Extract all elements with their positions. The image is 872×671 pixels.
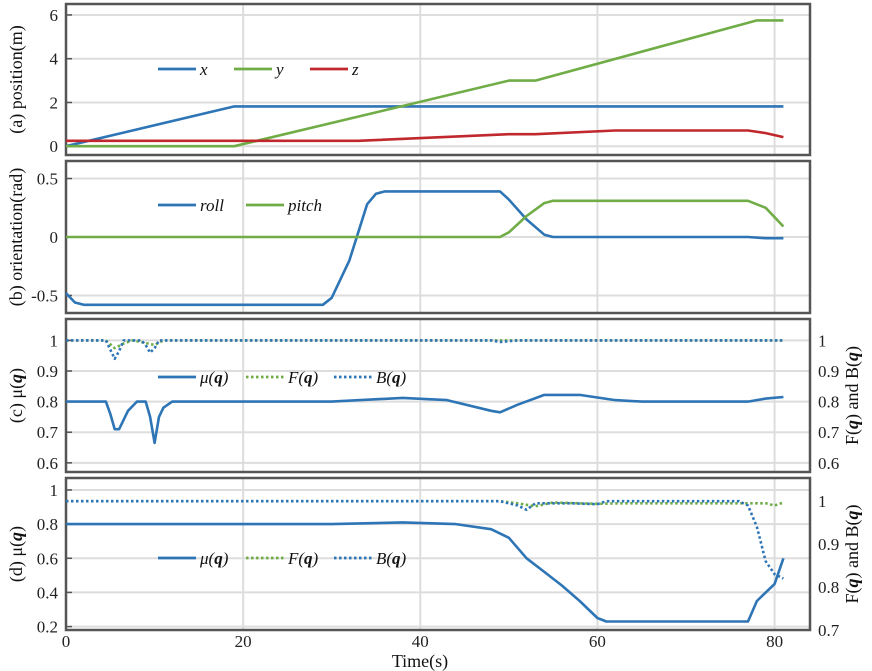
legend-entry: B(q) [376, 549, 407, 568]
legend-entry: x [199, 60, 208, 79]
y-right-tick-label: 0.9 [818, 535, 839, 554]
series-line-pitch [66, 199, 785, 239]
panel-b: -0.5 0 0.5 (b) orientation(rad) roll pitch [6, 159, 812, 315]
legend-entry: pitch [287, 196, 322, 215]
y-right-tick-label: 0.7 [818, 423, 840, 442]
series-line-x [65, 105, 784, 148]
series-line-q [66, 393, 784, 445]
y-tick-label: 0 [50, 228, 59, 247]
y-axis-label: (d) μ(q) [6, 526, 27, 582]
y-right-tick-label: 0.6 [818, 454, 839, 473]
legend-entry: F(q) [287, 368, 319, 387]
legend-entry: μ(q) [199, 368, 229, 387]
x-axis-label: Time(s) [392, 651, 448, 671]
y-tick-label: 1 [50, 331, 59, 350]
y-tick-label: 1 [50, 481, 59, 500]
panel-c: 0.6 0.7 0.8 0.9 1 0.6 0.7 0.8 0.9 1 (c) μ(q) F(q) a… [6, 317, 863, 474]
panel-frame [64, 317, 812, 474]
x-tick-label: 0 [62, 632, 71, 651]
y-tick-label: 0 [50, 137, 59, 156]
y-tick-label: 0.8 [37, 393, 58, 412]
y-right-tick-label: 0.8 [818, 393, 839, 412]
x-tick-label: 40 [412, 632, 429, 651]
y-tick-label: 6 [50, 6, 59, 25]
panel-d: 0.2 0.4 0.6 0.8 1 0.7 0.8 0.9 1 0 20 40 60 80 (d) μ(q)… [6, 476, 863, 651]
legend-entry: y [274, 60, 284, 79]
series-line-bq [66, 499, 784, 580]
legend-entry: z [351, 60, 359, 79]
series-line-fq [66, 339, 784, 350]
panel-frame [64, 2, 812, 157]
y-tick-label: -0.5 [31, 286, 58, 305]
y-axis-label: (c) μ(q) [6, 368, 27, 423]
y-right-tick-label: 1 [818, 492, 827, 511]
series-line-y [66, 19, 784, 148]
y-right-tick-label: 0.8 [818, 578, 839, 597]
y-tick-label: 0.8 [37, 515, 58, 534]
panel-a: 0 2 4 6 (a) position(m) x y z [6, 2, 812, 157]
y-axis-label: (a) position(m) [6, 25, 27, 133]
y-tick-label: 0.2 [37, 618, 58, 637]
y-axis-label-right: F(q) and B(q) [842, 346, 863, 445]
series-line-q [66, 521, 785, 623]
panel-frame [64, 476, 812, 632]
y-tick-label: 0.6 [37, 454, 58, 473]
y-right-tick-label: 1 [818, 331, 827, 350]
series-line-z [66, 129, 784, 143]
y-axis-label-right: F(q) and B(q) [842, 505, 863, 604]
legend-entry: μ(q) [199, 549, 229, 568]
y-tick-label: 0.4 [37, 583, 59, 602]
x-tick-label: 20 [235, 632, 252, 651]
series-line-fq [66, 499, 784, 508]
legend-entry: roll [200, 196, 224, 215]
legend-entry: B(q) [376, 368, 407, 387]
y-axis-label: (b) orientation(rad) [6, 168, 27, 306]
y-right-tick-label: 0.7 [818, 621, 840, 640]
y-tick-label: 0.7 [37, 423, 59, 442]
series-line-bq [66, 339, 784, 361]
x-tick-label: 60 [589, 632, 606, 651]
y-tick-label: 0.5 [37, 170, 58, 189]
x-tick-label: 80 [766, 632, 783, 651]
legend-entry: F(q) [287, 549, 319, 568]
y-tick-label: 0.6 [37, 549, 58, 568]
y-tick-label: 0.9 [37, 362, 58, 381]
series-line-roll [65, 190, 784, 307]
y-right-tick-label: 0.9 [818, 362, 839, 381]
y-tick-label: 2 [50, 93, 59, 112]
y-tick-label: 4 [50, 50, 59, 69]
